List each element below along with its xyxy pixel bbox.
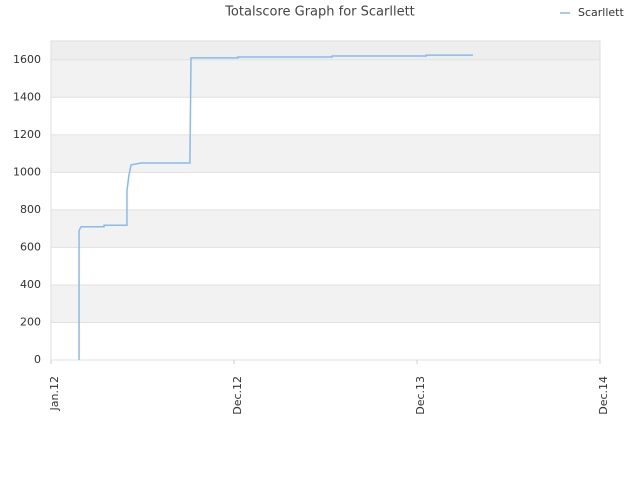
y-tick-label: 1600 [13, 53, 41, 66]
plot-band [51, 97, 600, 135]
plot-band [51, 59, 600, 98]
x-tick-label: Dec.12 [231, 376, 244, 415]
chart-title: Totalscore Graph for Scarllett [224, 5, 415, 20]
plot-band [51, 322, 600, 360]
x-tick-label: Dec.13 [414, 376, 427, 415]
plot-band [51, 172, 600, 210]
legend-label: Scarllett [578, 6, 624, 19]
y-tick-label: 1400 [13, 90, 41, 103]
x-tick-label: Jan.12 [48, 376, 61, 411]
y-tick-label: 0 [34, 353, 41, 366]
y-tick-label: 800 [20, 203, 41, 216]
plot-band [51, 209, 600, 248]
y-tick-label: 200 [20, 315, 41, 328]
series-line [78, 54, 473, 360]
y-tick-label: 1200 [13, 128, 41, 141]
plot-band [51, 284, 600, 323]
y-tick-label: 1000 [13, 165, 41, 178]
plot-band [51, 247, 600, 285]
y-tick-label: 600 [20, 240, 41, 253]
y-tick-label: 400 [20, 278, 41, 291]
x-tick-label: Dec.14 [597, 376, 610, 415]
plot-band [51, 134, 600, 173]
